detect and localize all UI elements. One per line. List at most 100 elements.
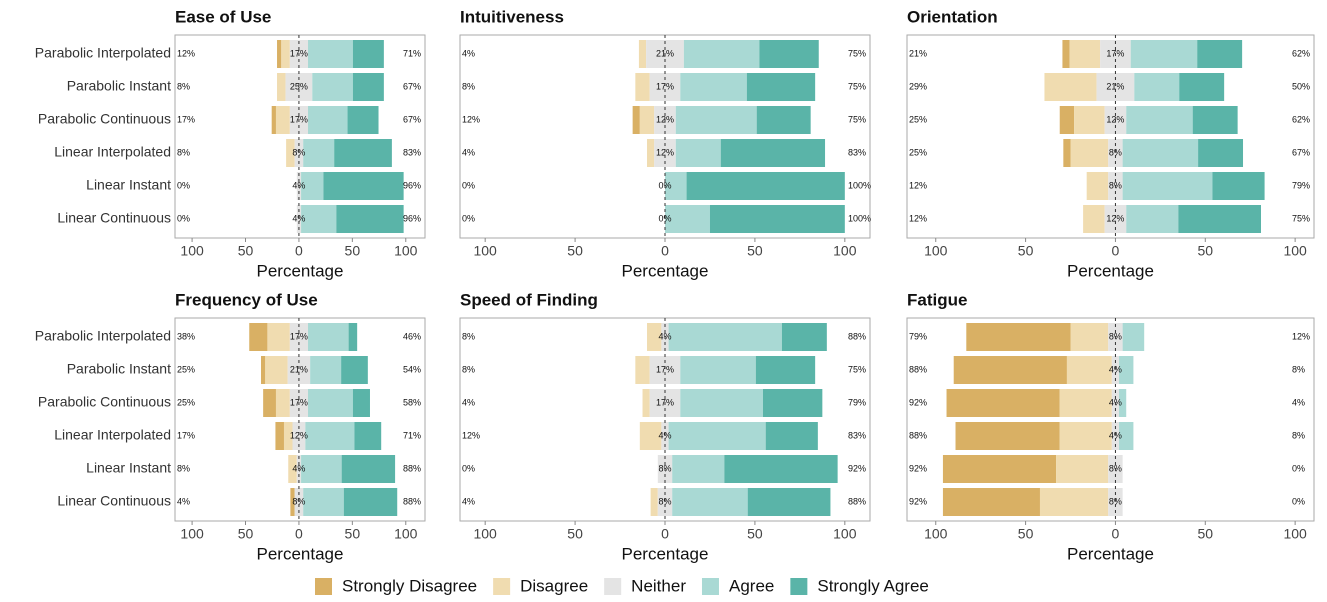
bar-segment: [657, 455, 665, 483]
bar-segment: [1126, 205, 1179, 233]
neutral-percent: 8%: [1109, 147, 1122, 157]
bar-segment: [303, 139, 335, 167]
bar-segment: [665, 356, 681, 384]
bar-segment: [683, 40, 760, 68]
category-label: Parabolic Continuous: [38, 394, 171, 410]
bar-segment: [343, 488, 398, 516]
x-axis-label: Percentage: [622, 261, 709, 280]
x-tick-label: 50: [238, 243, 254, 259]
neutral-percent: 4%: [1109, 430, 1122, 440]
bar-segment: [1178, 205, 1261, 233]
bar-segment: [955, 422, 1060, 450]
legend-swatch: [790, 578, 808, 595]
category-label: Parabolic Continuous: [38, 111, 171, 127]
bar-segment: [1115, 106, 1127, 134]
bar-segment: [1066, 356, 1112, 384]
bar-segment: [1119, 389, 1127, 417]
low-percent: 25%: [909, 114, 927, 124]
bar-segment: [1115, 205, 1127, 233]
high-percent: 58%: [403, 397, 421, 407]
x-tick-label: 0: [661, 526, 669, 542]
bar-segment: [290, 488, 295, 516]
x-tick-label: 50: [567, 243, 583, 259]
bar-segment: [301, 205, 337, 233]
x-tick-label: 50: [345, 526, 361, 542]
bar-segment: [286, 139, 295, 167]
x-tick-label: 0: [295, 243, 303, 259]
high-percent: 83%: [403, 147, 421, 157]
high-percent: 75%: [848, 114, 866, 124]
bar-segment: [747, 488, 831, 516]
bar-segment: [296, 455, 299, 483]
x-tick-label: 100: [180, 243, 204, 259]
bar-segment: [1130, 40, 1198, 68]
neutral-percent: 17%: [656, 81, 674, 91]
high-percent: 88%: [848, 496, 866, 506]
bar-segment: [665, 73, 681, 101]
bar-segment: [296, 172, 299, 200]
bar-segment: [312, 73, 353, 101]
bar-segment: [632, 106, 640, 134]
bar-segment: [265, 356, 288, 384]
bar-segment: [1104, 106, 1116, 134]
x-tick-label: 50: [1197, 526, 1213, 542]
bar-segment: [1122, 323, 1145, 351]
bar-segment: [347, 106, 379, 134]
neutral-percent: 12%: [656, 147, 674, 157]
bar-segment: [746, 73, 816, 101]
bar-segment: [285, 73, 299, 101]
bar-segment: [301, 172, 324, 200]
bar-segment: [665, 139, 676, 167]
x-tick-label: 100: [1283, 243, 1307, 259]
high-percent: 88%: [403, 463, 421, 473]
bar-segment: [675, 139, 721, 167]
bar-segment: [288, 455, 297, 483]
neutral-percent: 12%: [290, 430, 308, 440]
bar-segment: [1111, 422, 1116, 450]
x-tick-label: 50: [1018, 526, 1034, 542]
low-percent: 17%: [177, 430, 195, 440]
low-percent: 4%: [462, 48, 475, 58]
bar-segment: [1070, 139, 1109, 167]
bar-segment: [275, 106, 290, 134]
bar-segment: [1119, 422, 1134, 450]
bar-segment: [1126, 106, 1193, 134]
x-tick-label: 100: [473, 526, 497, 542]
bar-segment: [305, 422, 355, 450]
category-label: Parabolic Instant: [67, 78, 171, 94]
bar-segment: [281, 40, 290, 68]
bar-segment: [294, 488, 299, 516]
bar-segment: [1063, 139, 1071, 167]
x-axis-label: Percentage: [1067, 261, 1154, 280]
legend-label: Strongly Agree: [817, 576, 929, 595]
bar-segment: [292, 422, 299, 450]
bar-segment: [298, 106, 309, 134]
low-percent: 25%: [177, 397, 195, 407]
bar-segment: [352, 389, 370, 417]
bar-segment: [665, 323, 669, 351]
high-percent: 96%: [403, 213, 421, 223]
neutral-percent: 8%: [292, 496, 305, 506]
bar-segment: [1070, 323, 1109, 351]
bar-segment: [1108, 323, 1116, 351]
bar-segment: [1115, 455, 1123, 483]
x-axis-label: Percentage: [257, 544, 344, 563]
bar-segment: [1100, 40, 1116, 68]
bar-segment: [756, 106, 811, 134]
bar-segment: [1212, 172, 1265, 200]
x-tick-label: 50: [238, 526, 254, 542]
bar-segment: [298, 40, 309, 68]
bar-segment: [665, 389, 681, 417]
low-percent: 92%: [909, 397, 927, 407]
bar-segment: [289, 40, 299, 68]
bar-segment: [1062, 40, 1070, 68]
high-percent: 75%: [848, 48, 866, 58]
low-percent: 8%: [462, 331, 475, 341]
bar-segment: [1108, 139, 1116, 167]
x-tick-label: 0: [661, 243, 669, 259]
bar-segment: [1192, 106, 1238, 134]
x-axis-label: Percentage: [257, 261, 344, 280]
bar-segment: [680, 389, 764, 417]
high-percent: 75%: [848, 364, 866, 374]
